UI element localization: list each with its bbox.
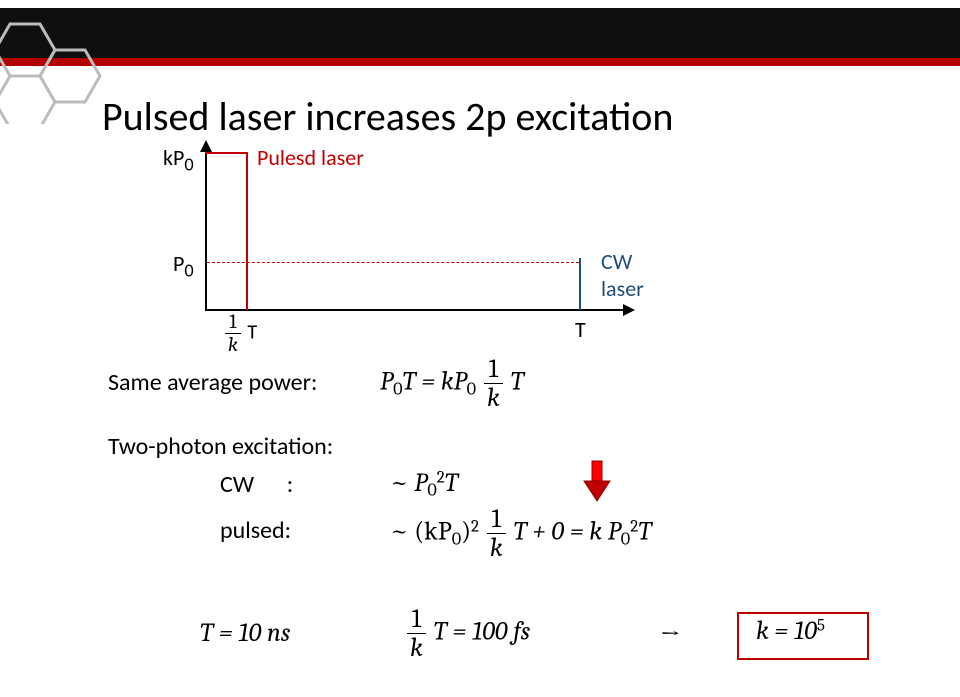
highlight-box [737, 612, 869, 660]
pulsed-expression: ~ (kP0)2 1k T + 0 = k P02T [390, 506, 651, 561]
pulse-diagram: kP0 Pulesd laser P0 CW laser 1k T T [205, 150, 625, 310]
pulsed-mid: T + 0 = k P [514, 517, 621, 547]
label-cw-laser: CW laser [601, 248, 644, 302]
cw-P: P [414, 468, 427, 498]
two-photon-label: Two-photon excitation: [108, 432, 333, 461]
kP-sub: 0 [184, 153, 193, 175]
T-10ns-text: T = 10 ns [200, 618, 290, 648]
banner-stripe-bot [0, 58, 960, 66]
label-tick-T: T [575, 316, 586, 343]
slide-title: Pulsed laser increases 2p excitation [102, 92, 673, 141]
kP-text: kP [163, 144, 184, 171]
label-P0: P0 [173, 250, 194, 281]
pulsed-pre: ~ (kP [390, 517, 452, 547]
banner-stripe-mid [0, 8, 960, 58]
banner-stripe-top [0, 0, 960, 8]
cw-tilde: ~ [390, 468, 414, 498]
eq-frac-den: k [484, 383, 503, 411]
eq-P: P [380, 367, 393, 397]
cw-T: T [445, 468, 458, 498]
frac-num: 1 [225, 312, 241, 333]
p0-dashed-line [207, 262, 579, 263]
equation-100fs: 1k T = 100 fs [405, 606, 530, 661]
cw-period-tick [579, 258, 581, 310]
eq-T: T [511, 367, 524, 397]
pulsed-frac-num: 1 [487, 506, 506, 533]
cw-row-label: CW : [220, 470, 293, 499]
pulsed-tail: T [638, 517, 651, 547]
same-average-power-label: Same average power: [108, 368, 317, 397]
100fs-text: T = 100 fs [434, 617, 531, 647]
label-tick-one-over-k-T: 1k T [223, 312, 257, 355]
frac-den2: k [407, 633, 426, 661]
red-down-arrow-icon [582, 459, 612, 503]
header-banner [0, 0, 960, 66]
label-kP0: kP0 [163, 144, 194, 175]
pulsed-frac-den: k [487, 533, 506, 561]
frac-den: k [225, 333, 241, 355]
eq-frac-num: 1 [484, 356, 503, 383]
frac-num2: 1 [407, 606, 426, 633]
cw-text: CW [220, 470, 254, 499]
eq-mid: T = kP [402, 367, 466, 397]
same-average-power-equation: P0T = kP0 1k T [380, 356, 524, 411]
P-sub: 0 [184, 259, 193, 281]
P-text: P [173, 250, 184, 277]
equation-T-10ns: T = 10 ns [200, 616, 290, 648]
pulsed-row-label: pulsed: [220, 516, 291, 545]
arrow-glyph: → [660, 620, 680, 650]
tick-T-small: T [247, 320, 257, 344]
cw-expression: ~ P02T [390, 466, 458, 501]
pulsed-trace [205, 150, 625, 310]
implies-arrow: → [660, 618, 680, 650]
label-pulsed-laser: Pulesd laser [257, 144, 364, 171]
cw-colon: : [287, 470, 293, 499]
